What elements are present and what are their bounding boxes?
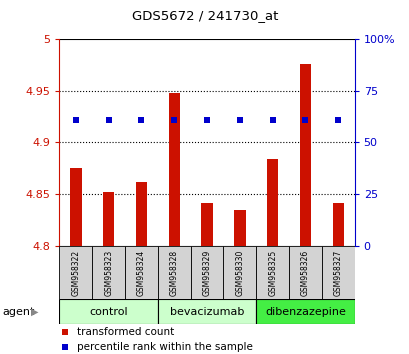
Bar <box>266 159 278 246</box>
Text: percentile rank within the sample: percentile rank within the sample <box>77 342 252 352</box>
Text: GDS5672 / 241730_at: GDS5672 / 241730_at <box>131 9 278 22</box>
Text: GSM958326: GSM958326 <box>300 250 309 296</box>
Text: dibenzazepine: dibenzazepine <box>264 307 345 316</box>
Bar <box>168 93 180 246</box>
Bar <box>103 192 114 246</box>
Text: bevacizumab: bevacizumab <box>169 307 244 316</box>
Bar <box>190 246 223 299</box>
Text: GSM958324: GSM958324 <box>137 250 146 296</box>
Text: GSM958329: GSM958329 <box>202 250 211 296</box>
Text: GSM958325: GSM958325 <box>267 250 276 296</box>
Text: control: control <box>89 307 128 316</box>
Text: GSM958322: GSM958322 <box>71 250 80 296</box>
Text: GSM958327: GSM958327 <box>333 250 342 296</box>
Text: transformed count: transformed count <box>77 327 174 337</box>
Bar <box>288 246 321 299</box>
Bar <box>92 246 125 299</box>
Bar <box>59 299 157 324</box>
Bar <box>201 202 212 246</box>
Bar <box>299 64 310 246</box>
Bar <box>157 246 190 299</box>
Text: agent: agent <box>2 307 34 316</box>
Text: GSM958330: GSM958330 <box>235 249 244 296</box>
Text: ▶: ▶ <box>31 307 38 316</box>
Bar <box>223 246 256 299</box>
Bar <box>256 299 354 324</box>
Bar <box>157 299 256 324</box>
Bar <box>234 210 245 246</box>
Text: GSM958328: GSM958328 <box>169 250 178 296</box>
Bar <box>135 182 147 246</box>
Bar <box>59 246 92 299</box>
Bar <box>332 202 343 246</box>
Text: GSM958323: GSM958323 <box>104 250 113 296</box>
Bar <box>125 246 157 299</box>
Bar <box>70 169 81 246</box>
Bar <box>321 246 354 299</box>
Bar <box>256 246 288 299</box>
